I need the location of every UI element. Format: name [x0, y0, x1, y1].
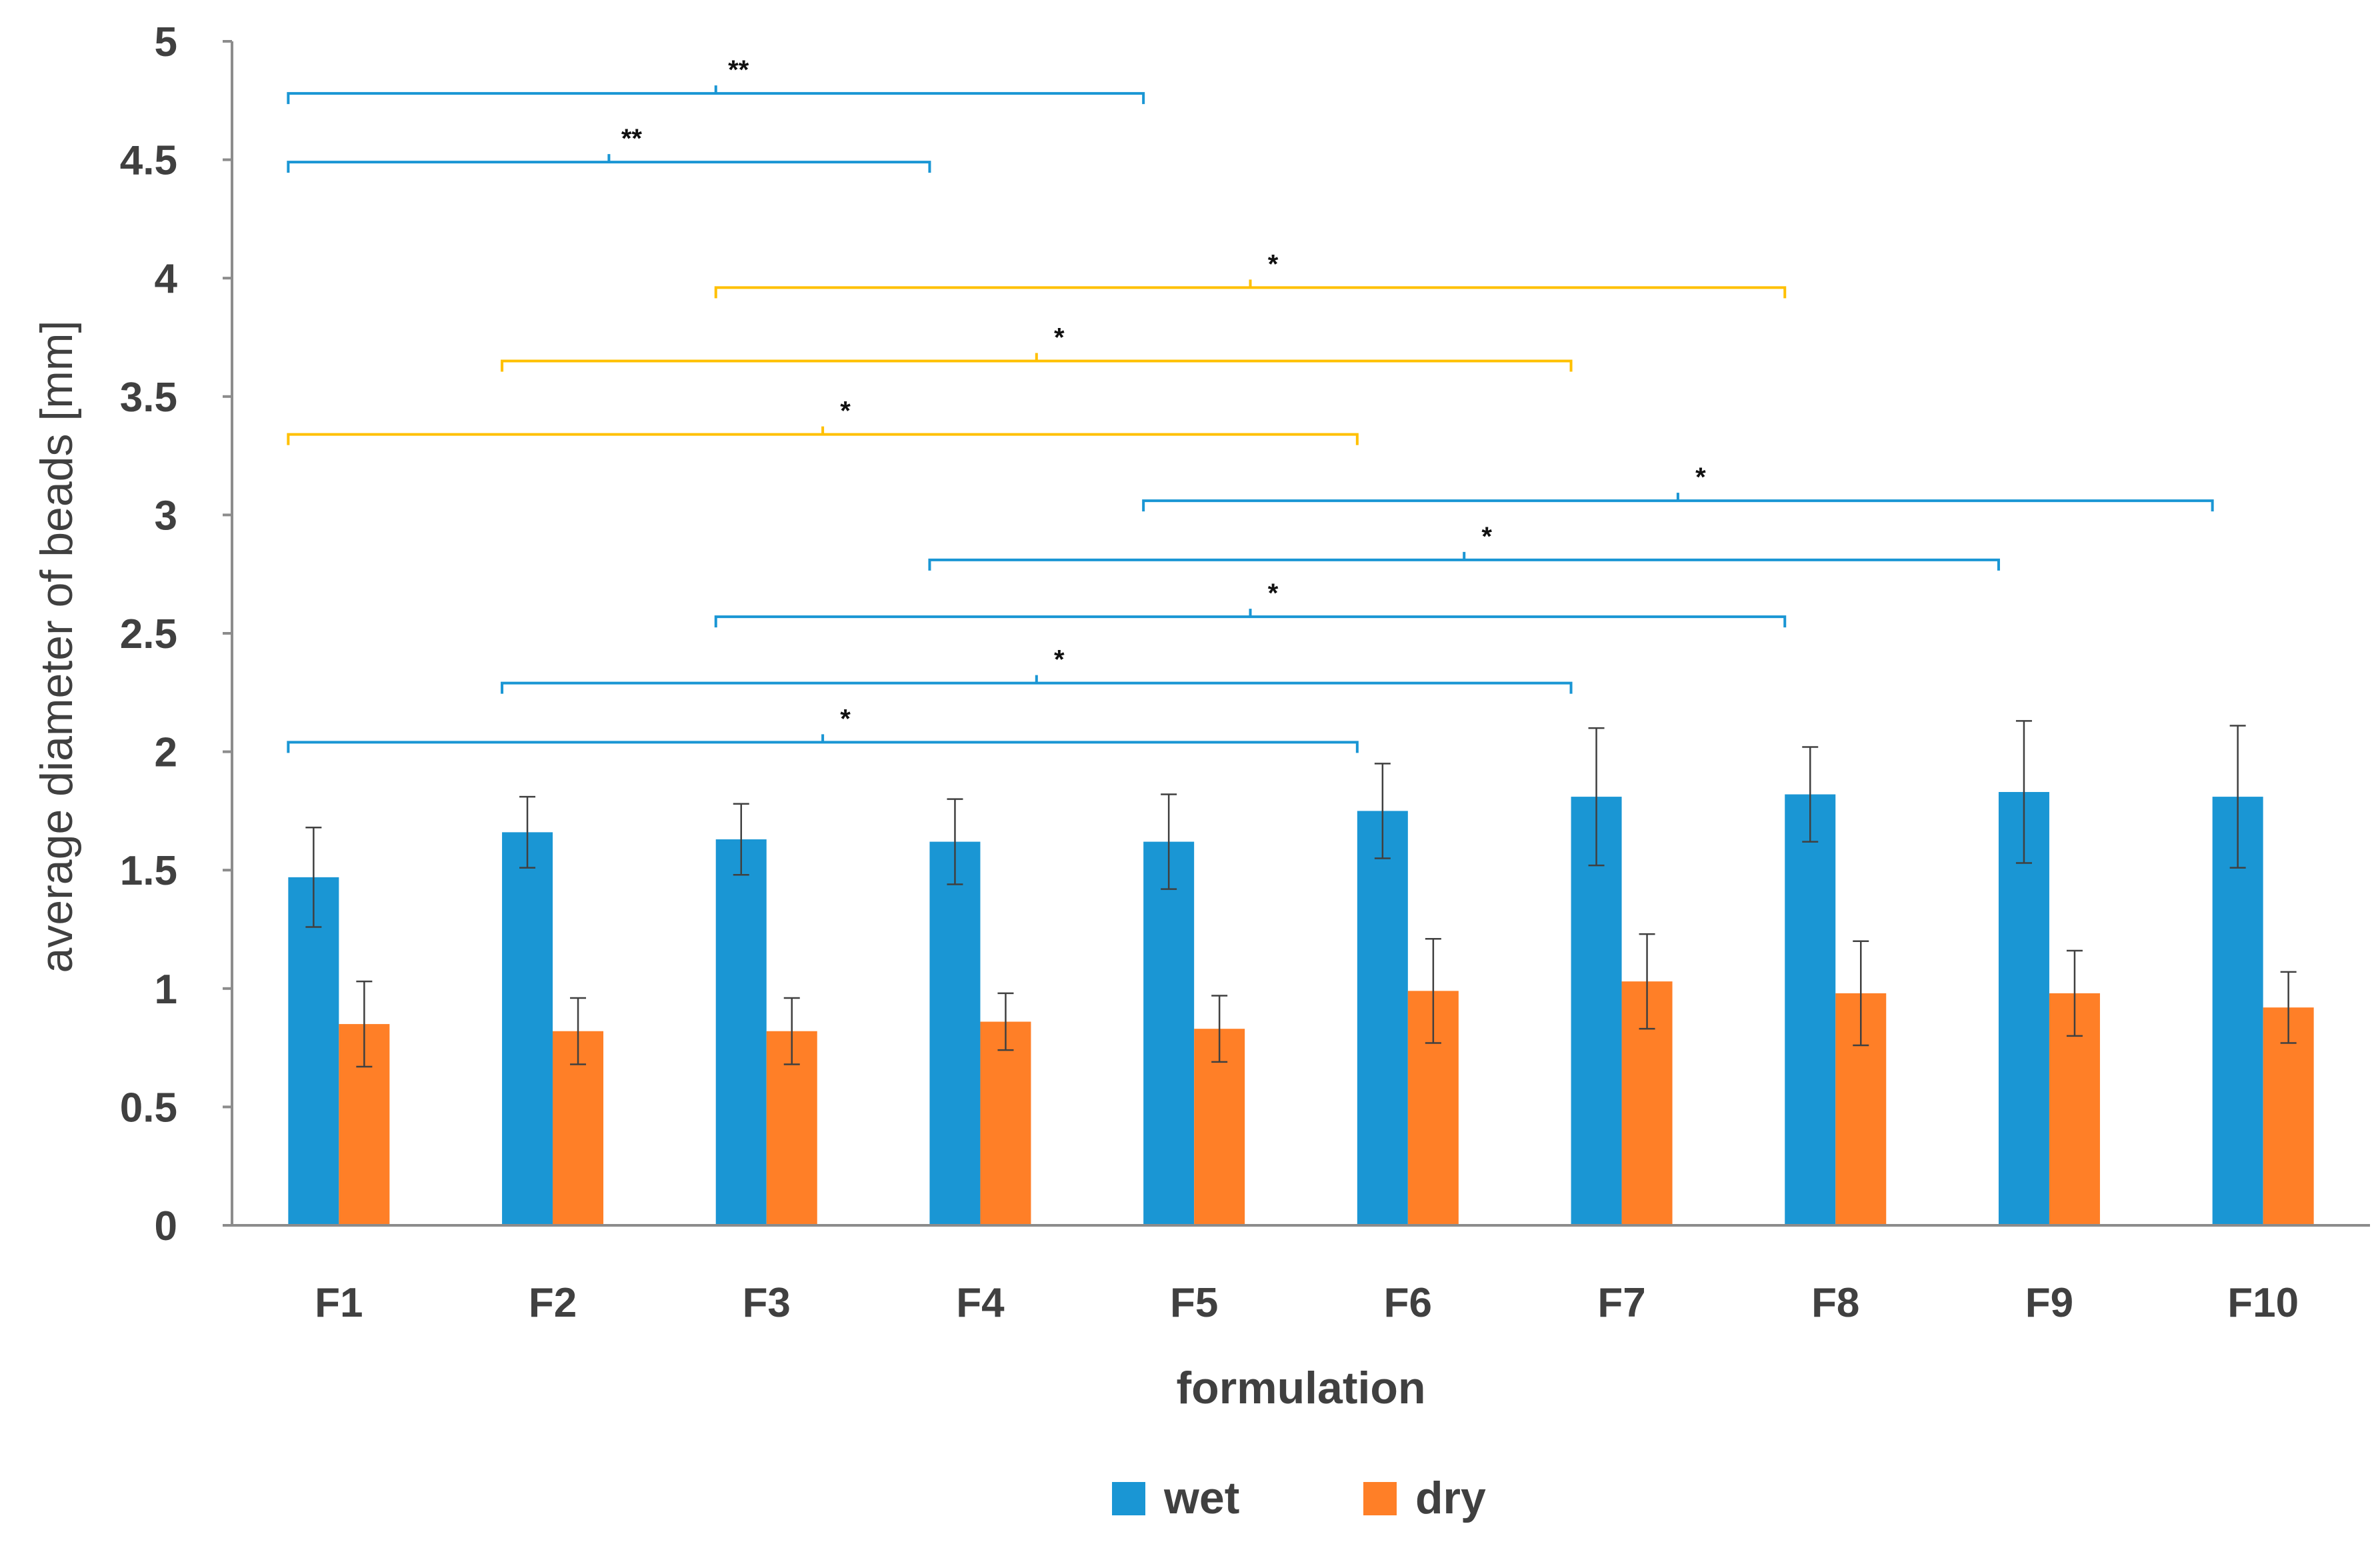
y-tick-label: 2	[155, 730, 177, 776]
bar-wet-F8	[1785, 794, 1836, 1225]
significance-label: *	[840, 704, 851, 733]
y-tick-label: 3	[155, 493, 177, 539]
significance-bracket	[287, 85, 1145, 105]
significance-bracket	[714, 609, 1787, 628]
x-tick-label-F2: F2	[529, 1280, 577, 1326]
significance-bracket	[501, 353, 1573, 372]
y-tick-label: 1	[155, 967, 177, 1013]
significance-label: **	[621, 124, 643, 153]
x-axis-title: formulation	[1177, 1363, 1426, 1413]
significance-label: **	[728, 55, 749, 85]
bar-wet-F1	[288, 877, 339, 1225]
x-tick-label-F6: F6	[1384, 1280, 1432, 1326]
y-tick-label: 5	[155, 19, 177, 65]
x-tick-label-F3: F3	[743, 1280, 791, 1326]
y-tick-label: 4	[155, 256, 178, 302]
y-tick-label: 3.5	[120, 375, 177, 421]
significance-bracket	[287, 426, 1359, 445]
x-tick-label-F8: F8	[1811, 1280, 1859, 1326]
significance-label: *	[1054, 323, 1065, 353]
significance-bracket	[287, 734, 1359, 753]
x-axis-tick-labels: F1 F2 F3 F4 F5 F6 F7 F8 F9 F10	[315, 1280, 2299, 1326]
significance-label: *	[1481, 522, 1492, 551]
significance-bracket	[928, 551, 2000, 571]
y-axis-title: average diameter of beads [mm]	[31, 321, 82, 973]
y-tick-label: 0	[155, 1203, 177, 1249]
x-tick-label-F7: F7	[1597, 1280, 1645, 1326]
x-tick-label-F10: F10	[2227, 1280, 2299, 1326]
y-tick-label: 2.5	[120, 611, 177, 657]
significance-label: *	[840, 397, 851, 426]
error-bars	[305, 720, 2297, 1068]
significance-brackets: ************	[287, 55, 2214, 753]
bar-wet-F6	[1357, 811, 1408, 1225]
legend-swatch-wet	[1112, 1482, 1145, 1515]
significance-bracket	[714, 279, 1787, 299]
bar-wet-F7	[1571, 797, 1622, 1225]
significance-bracket	[501, 675, 1573, 694]
bar-wet-F5	[1143, 841, 1195, 1225]
bar-wet-F9	[1998, 791, 2049, 1225]
legend-swatch-dry	[1363, 1482, 1397, 1515]
legend: wet dry	[1112, 1473, 1486, 1523]
significance-label: *	[1268, 579, 1279, 608]
significance-label: *	[1054, 645, 1065, 675]
x-tick-label-F4: F4	[956, 1280, 1005, 1326]
significance-label: *	[1268, 249, 1279, 279]
y-tick-label: 1.5	[120, 848, 177, 894]
bar-wet-F4	[929, 841, 981, 1225]
bars	[288, 791, 2314, 1225]
y-axis-ticks: 0 0.5 1 1.5 2 2.5 3 3.5 4 4.5 5	[120, 19, 232, 1249]
bar-wet-F2	[502, 832, 553, 1225]
x-tick-label-F9: F9	[2025, 1280, 2073, 1326]
significance-label: *	[1695, 463, 1706, 492]
y-tick-label: 4.5	[120, 138, 177, 184]
x-tick-label-F5: F5	[1170, 1280, 1218, 1326]
significance-bracket	[1142, 493, 2214, 512]
bar-wet-F3	[715, 839, 767, 1225]
y-tick-label: 0.5	[120, 1085, 177, 1131]
legend-label-wet: wet	[1163, 1473, 1239, 1523]
legend-label-dry: dry	[1415, 1473, 1486, 1523]
significance-bracket	[287, 154, 931, 173]
bar-dry-F4	[980, 1021, 1031, 1225]
x-tick-label-F1: F1	[315, 1280, 363, 1326]
